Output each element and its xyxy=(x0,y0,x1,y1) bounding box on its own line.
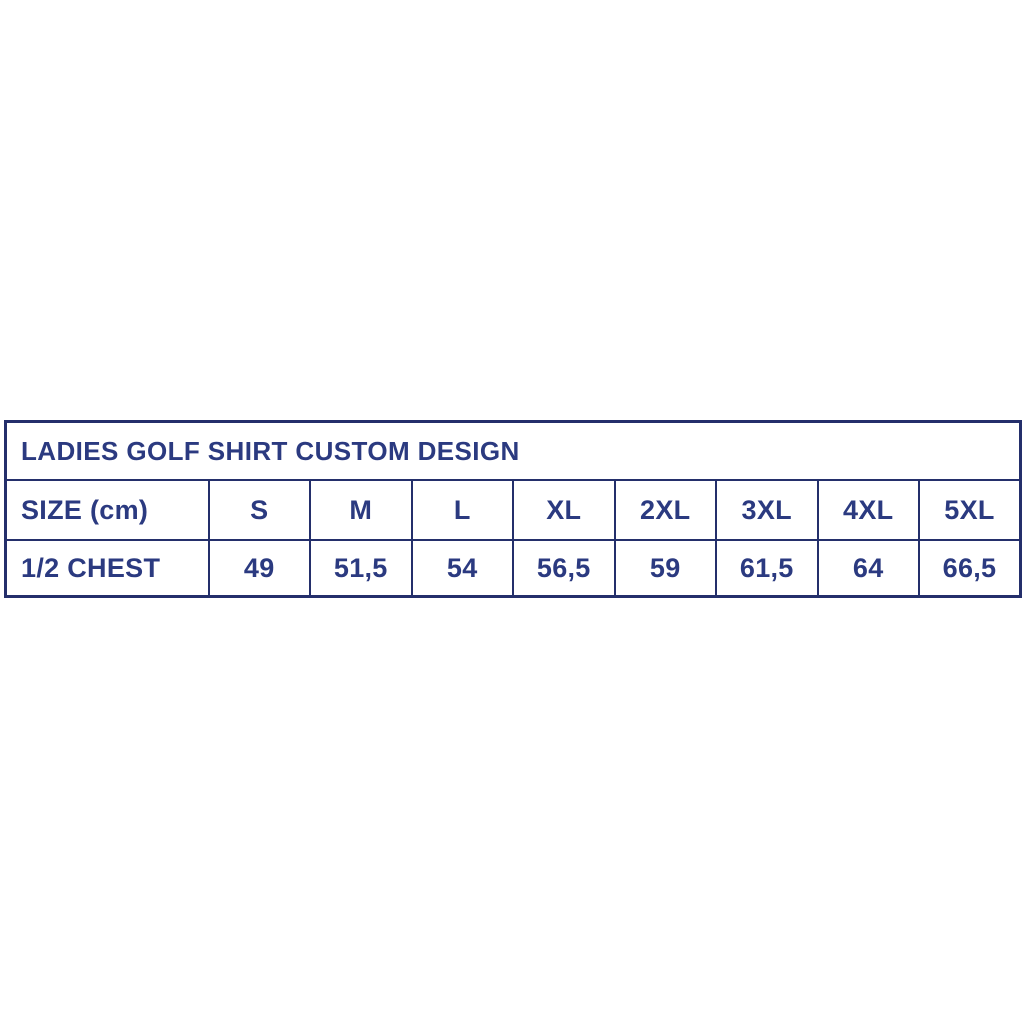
col-header-3xl: 3XL xyxy=(715,479,819,541)
col-header-s: S xyxy=(207,479,311,541)
chest-value-l: 54 xyxy=(410,539,514,598)
col-header-l: L xyxy=(410,479,514,541)
chest-value-2xl: 59 xyxy=(613,539,717,598)
col-header-5xl: 5XL xyxy=(918,479,1022,541)
col-header-size-cm: SIZE (cm) xyxy=(4,479,210,541)
col-header-m: M xyxy=(309,479,413,541)
chest-value-s: 49 xyxy=(207,539,311,598)
chest-value-xl: 56,5 xyxy=(512,539,616,598)
chest-value-m: 51,5 xyxy=(309,539,413,598)
col-header-4xl: 4XL xyxy=(816,479,920,541)
size-chart-header-row: SIZE (cm) S M L XL 2XL 3XL 4XL 5XL xyxy=(4,479,1022,541)
col-header-xl: XL xyxy=(512,479,616,541)
size-chart-table: LADIES GOLF SHIRT CUSTOM DESIGN SIZE (cm… xyxy=(4,420,1022,598)
size-chart-title: LADIES GOLF SHIRT CUSTOM DESIGN xyxy=(4,420,1022,481)
half-chest-row: 1/2 CHEST 49 51,5 54 56,5 59 61,5 64 66,… xyxy=(4,539,1022,598)
chest-value-4xl: 64 xyxy=(816,539,920,598)
chest-value-3xl: 61,5 xyxy=(715,539,819,598)
col-header-2xl: 2XL xyxy=(613,479,717,541)
row-label-half-chest: 1/2 CHEST xyxy=(4,539,210,598)
size-chart-title-row: LADIES GOLF SHIRT CUSTOM DESIGN xyxy=(4,420,1022,481)
chest-value-5xl: 66,5 xyxy=(918,539,1022,598)
